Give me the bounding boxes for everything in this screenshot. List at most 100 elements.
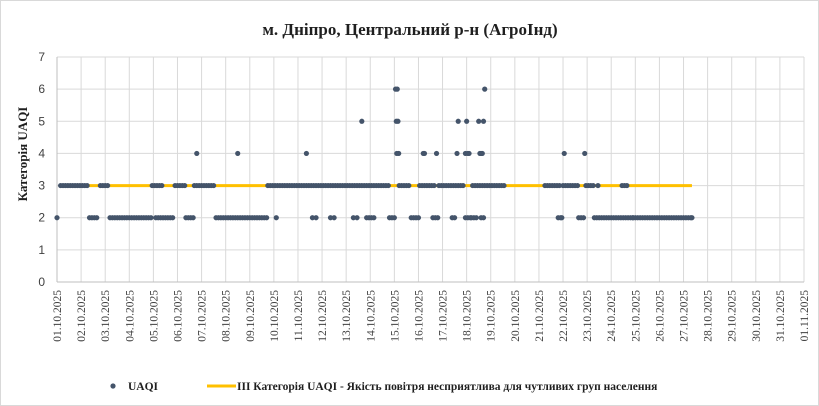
x-tick-label: 13.10.2025 (341, 290, 353, 342)
uaqi-point (480, 215, 487, 221)
uaqi-point (148, 215, 154, 221)
uaqi-point (84, 182, 90, 189)
uaqi-point (624, 182, 630, 189)
x-tick-label: 24.10.2025 (606, 290, 618, 342)
uaqi-point (480, 118, 487, 124)
x-tick-label: 21.10.2025 (534, 290, 546, 342)
uaqi-point (582, 150, 588, 157)
uaqi-point (464, 118, 470, 124)
x-axis-ticks: 01.10.2025 02.10.2025 03.10.2025 04.10.2025… (52, 290, 811, 342)
uaqi-point (421, 150, 428, 157)
x-tick-label: 28.10.2025 (703, 290, 715, 342)
x-tick-label: 20.10.2025 (510, 290, 522, 342)
uaqi-point (235, 150, 241, 157)
x-tick-label: 22.10.2025 (558, 290, 570, 342)
uaqi-point (479, 150, 485, 157)
uaqi-point (433, 150, 440, 157)
uaqi-point (556, 182, 563, 189)
uaqi-point (354, 215, 360, 221)
uaqi-point (313, 215, 319, 221)
uaqi-point (396, 150, 402, 157)
y-tick-label: 4 (38, 146, 45, 160)
uaqi-point (501, 182, 507, 189)
x-tick-label: 29.10.2025 (727, 290, 739, 342)
x-tick-label: 10.10.2025 (269, 290, 281, 342)
grid (56, 56, 805, 283)
x-tick-label: 14.10.2025 (365, 290, 377, 342)
uaqi-point (309, 215, 316, 221)
x-tick-label: 04.10.2025 (124, 290, 136, 342)
uaqi-point (350, 215, 356, 221)
uaqi-point (630, 215, 636, 221)
uaqi-point (359, 118, 365, 124)
uaqi-point (211, 182, 217, 189)
uaqi-point (194, 150, 200, 157)
x-tick-label: 07.10.2025 (197, 290, 209, 342)
uaqi-point (580, 215, 587, 221)
uaqi-point (331, 215, 337, 221)
uaqi-point (590, 182, 596, 189)
x-tick-label: 31.10.2025 (775, 290, 787, 342)
uaqi-point (451, 215, 458, 221)
uaqi-point (327, 215, 334, 221)
y-axis-label: Категорія UAQI (15, 107, 30, 202)
x-tick-label: 03.10.2025 (100, 290, 112, 342)
y-tick-label: 6 (38, 82, 45, 96)
uaqi-point (482, 86, 488, 92)
uaqi-point (454, 150, 460, 157)
x-tick-label: 02.10.2025 (76, 290, 88, 342)
uaqi-point (170, 215, 176, 221)
x-tick-label: 17.10.2025 (438, 290, 450, 342)
uaqi-point (476, 118, 482, 124)
x-tick-label: 08.10.2025 (221, 290, 233, 342)
uaqi-point (264, 215, 270, 221)
uaqi-point (105, 182, 111, 189)
uaqi-point (303, 150, 310, 157)
uaqi-point (391, 215, 397, 221)
x-tick-label: 23.10.2025 (582, 290, 594, 342)
uaqi-series (54, 86, 695, 221)
uaqi-point (94, 215, 100, 221)
x-tick-label: 09.10.2025 (245, 290, 257, 342)
x-tick-label: 16.10.2025 (413, 290, 425, 342)
uaqi-point (595, 182, 601, 189)
uaqi-point (455, 118, 461, 124)
uaqi-point (273, 215, 279, 221)
y-tick-label: 3 (38, 179, 45, 193)
uaqi-point (190, 215, 196, 221)
uaqi-point (406, 182, 412, 189)
uaqi-point (561, 150, 567, 157)
uaqi-point (431, 182, 437, 189)
uaqi-point (689, 215, 695, 221)
legend-threshold-label: III Категорія UAQI - Якість повітря несп… (237, 381, 657, 393)
uaqi-point (371, 215, 377, 221)
uaqi-point (435, 215, 441, 221)
uaqi-point (54, 215, 60, 221)
y-tick-label: 0 (38, 275, 45, 289)
uaqi-point (182, 182, 188, 189)
legend: UAQI III Категорія UAQI - Якість повітря… (110, 381, 657, 393)
legend-uaqi-marker (110, 383, 116, 389)
x-tick-label: 19.10.2025 (486, 290, 498, 342)
legend-uaqi-label: UAQI (128, 381, 159, 393)
x-tick-label: 26.10.2025 (654, 290, 666, 342)
x-tick-label: 25.10.2025 (630, 290, 642, 342)
y-axis-ticks: 0 1 2 3 4 5 6 7 (38, 50, 45, 289)
uaqi-point (466, 150, 472, 157)
x-tick-label: 18.10.2025 (462, 290, 474, 342)
x-tick-label: 12.10.2025 (317, 290, 329, 342)
x-tick-label: 01.11.2025 (799, 290, 811, 342)
uaqi-point (415, 215, 422, 221)
x-tick-label: 11.10.2025 (293, 290, 305, 342)
x-tick-label: 27.10.2025 (679, 290, 691, 342)
chart-title: м. Дніпро, Центральний р-н (АгроІнд) (262, 20, 557, 39)
y-tick-label: 5 (38, 114, 45, 128)
uaqi-point (395, 118, 401, 124)
uaqi-point (394, 86, 400, 92)
uaqi-point (574, 182, 581, 189)
uaqi-point (460, 182, 466, 189)
uaqi-point (473, 215, 479, 221)
y-tick-label: 7 (38, 50, 45, 64)
